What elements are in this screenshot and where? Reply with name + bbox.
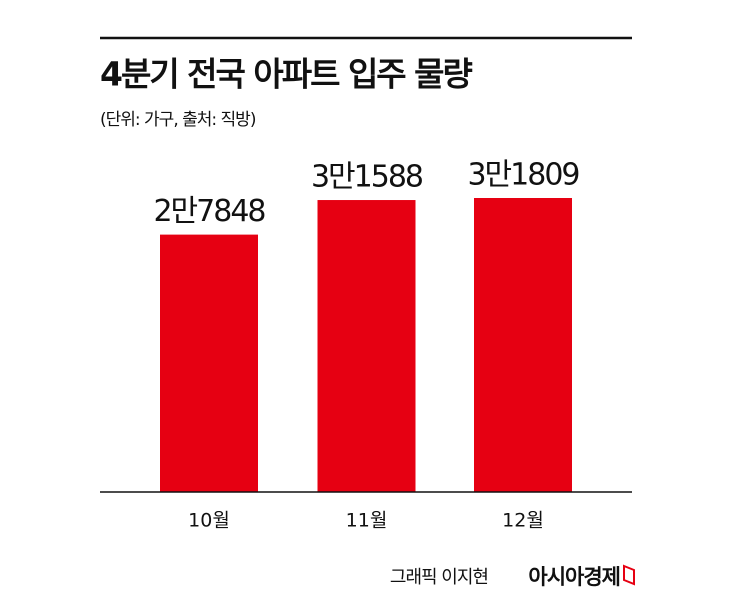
- value-label: 3만1809: [467, 158, 578, 193]
- bar: [317, 200, 416, 492]
- x-tick-label: 11월: [346, 510, 388, 532]
- bar: [160, 234, 258, 492]
- x-tick-label: 12월: [502, 510, 544, 532]
- bar: [474, 198, 572, 492]
- x-tick-label: 10월: [188, 510, 230, 532]
- brand: 아시아경제: [528, 565, 620, 589]
- value-label: 2만7848: [153, 194, 265, 229]
- brand-icon: [623, 564, 635, 586]
- chart-subtitle: (단위: 가구, 출처: 직방): [100, 110, 256, 130]
- credit: 그래픽 이지현: [390, 567, 488, 588]
- value-label: 3만1588: [311, 160, 423, 195]
- chart-title: 4분기 전국 아파트 입주 물량: [100, 55, 473, 94]
